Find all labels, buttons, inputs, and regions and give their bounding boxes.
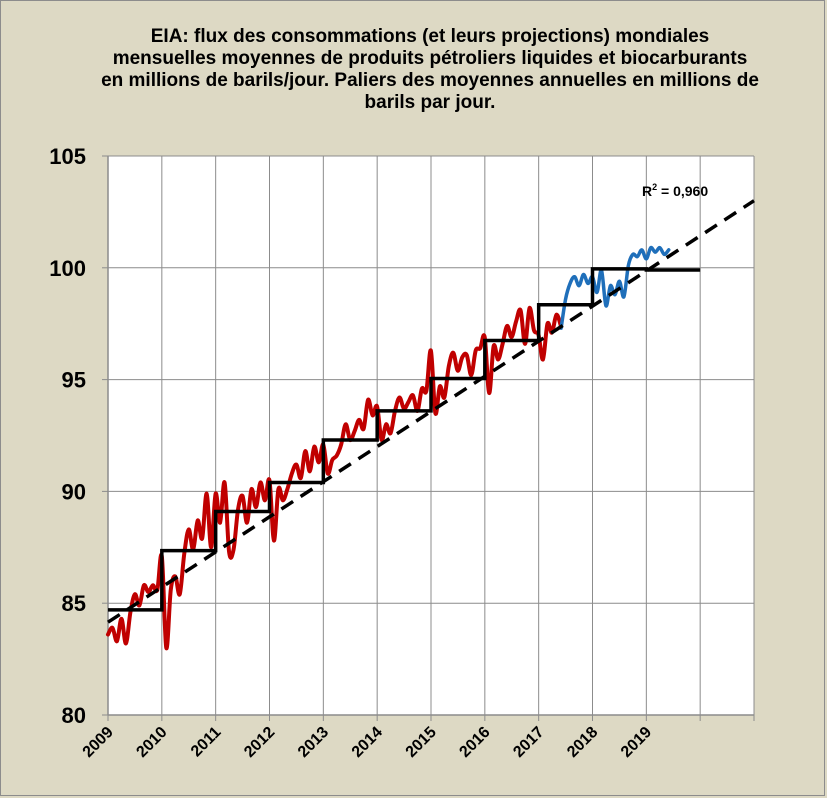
y-tick-label: 95 (62, 368, 86, 393)
x-tick-label: 2012 (241, 724, 278, 761)
x-tick-label: 2015 (403, 724, 440, 761)
r-squared-annotation: R2 = 0,960 (642, 182, 708, 199)
chart-title: EIA: flux des consommations (et leurs pr… (101, 26, 759, 113)
x-tick-label: 2009 (80, 724, 117, 761)
x-tick-label: 2019 (618, 724, 655, 761)
r2-rest: = 0,960 (657, 183, 708, 199)
annual-average-steps (108, 267, 701, 612)
x-tick-label: 2018 (564, 724, 601, 761)
x-tick-labels: 2009 2010 2011 2012 2013 2014 2015 2016 2017 2018… (80, 724, 656, 761)
r2-sup: 2 (652, 182, 657, 192)
y-tick-label: 100 (49, 256, 86, 281)
r2-base: R (642, 183, 652, 199)
projection-series-line (559, 245, 671, 330)
historical-series-line (106, 306, 563, 650)
x-tick-label: 2011 (188, 724, 225, 761)
y-tick-label: 105 (49, 144, 86, 169)
series-group (106, 199, 755, 650)
x-tick-label: 2017 (510, 724, 547, 761)
x-tick-label: 2014 (349, 724, 386, 761)
x-tick-label: 2010 (133, 724, 170, 761)
x-tick-label: 2016 (456, 724, 493, 761)
x-tick-label: 2013 (295, 724, 332, 761)
y-tick-label: 85 (62, 591, 86, 616)
trend-line (107, 199, 755, 624)
y-tick-labels: 80 85 90 95 100 105 (49, 144, 86, 728)
y-tick-label: 80 (62, 703, 86, 728)
y-tick-label: 90 (62, 479, 86, 504)
